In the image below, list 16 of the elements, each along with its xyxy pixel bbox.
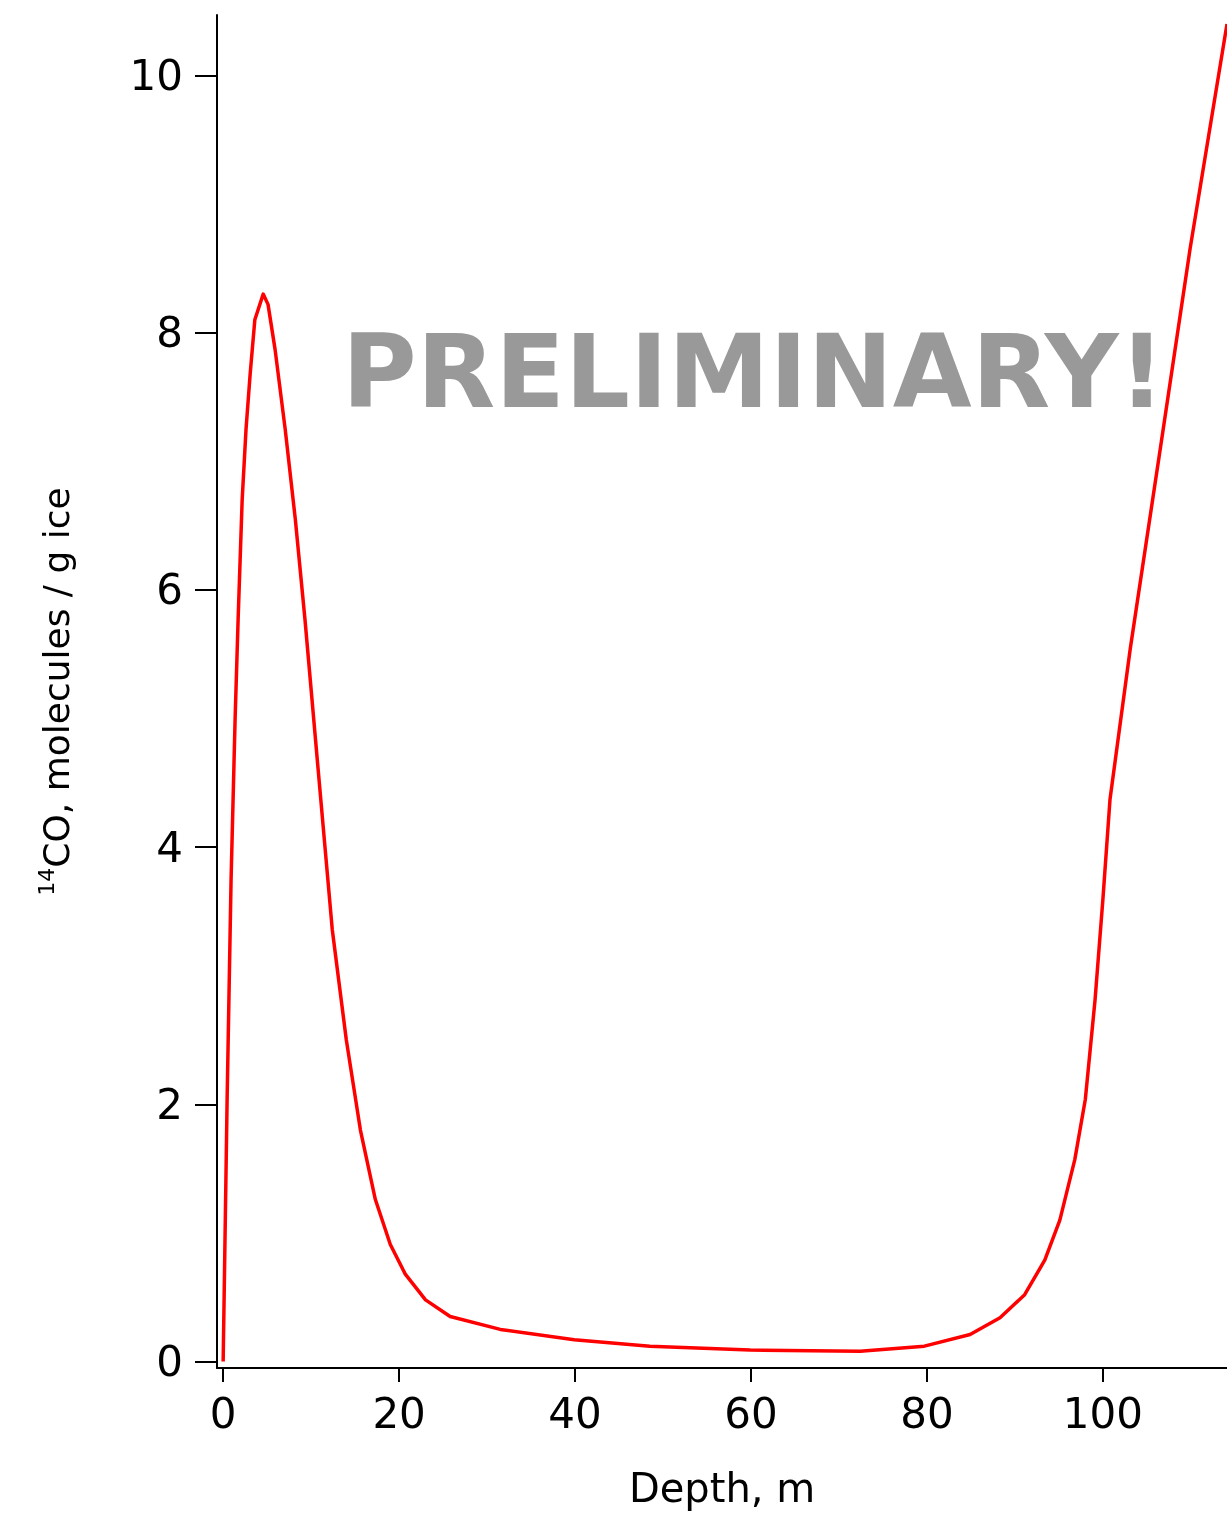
x-axis-title: Depth, m <box>628 1465 816 1511</box>
y-tick-label: 2 <box>156 1079 183 1129</box>
x-tick-label: 60 <box>724 1388 778 1438</box>
y-axis-title: 14CO, molecules / g ice <box>33 487 77 896</box>
y-tick-label: 6 <box>156 565 183 615</box>
x-tick-label: 0 <box>209 1388 237 1438</box>
x-tick-label: 100 <box>1062 1388 1144 1438</box>
y-tick-label: 4 <box>156 822 183 872</box>
x-tick-label: 20 <box>372 1388 426 1438</box>
y-tick-label: 0 <box>156 1337 183 1387</box>
line-series <box>221 22 1227 1364</box>
annotation: PRELIMINARY! <box>342 311 1166 431</box>
y-tick-label: 8 <box>156 308 183 358</box>
x-tick-label: 80 <box>900 1388 954 1438</box>
x-tick-label: 40 <box>548 1388 602 1438</box>
y-tick-label: 10 <box>129 50 183 100</box>
